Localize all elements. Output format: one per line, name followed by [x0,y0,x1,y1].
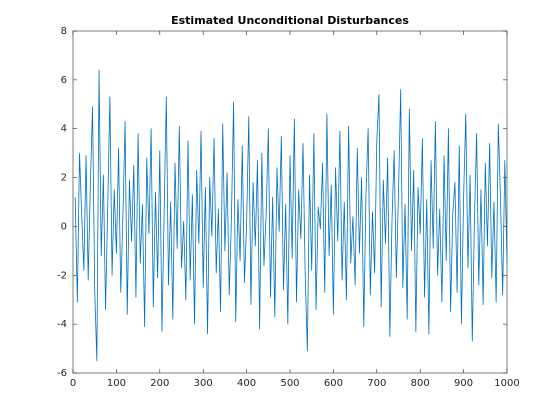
y-tick-label: -4 [57,319,67,330]
x-tick-label: 300 [194,378,213,389]
y-tick-label: -2 [57,270,67,281]
chart-title: Estimated Unconditional Disturbances [171,14,409,27]
data-line [74,69,508,362]
y-tick-label: 2 [61,173,67,184]
y-tick-label: 8 [61,26,67,37]
x-tick-label: 600 [324,378,343,389]
x-tick-label: 700 [367,378,386,389]
x-tick-label: 400 [237,378,256,389]
x-tick-label: 500 [280,378,299,389]
x-tick-label: 0 [70,378,76,389]
x-tick-label: 1000 [494,378,519,389]
y-tick-label: 6 [61,75,67,86]
x-tick-label: 800 [411,378,430,389]
x-tick-label: 200 [150,378,169,389]
axes-box [72,30,508,374]
x-tick-label: 100 [107,378,126,389]
x-tick-label: 900 [454,378,473,389]
y-tick-label: 4 [61,124,67,135]
y-tick-label: 0 [61,221,67,232]
y-tick-label: -6 [57,368,67,379]
